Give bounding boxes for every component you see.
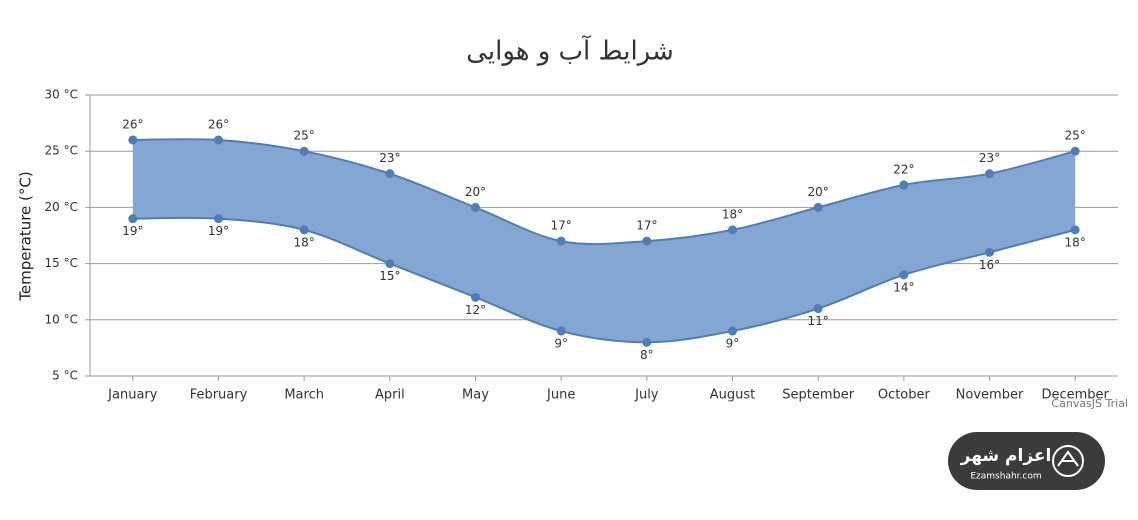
low-marker [385,259,395,269]
high-marker [214,135,223,145]
high-label: 22° [893,162,914,176]
high-marker [899,180,909,190]
low-marker [214,214,223,224]
low-label: 11° [808,314,829,328]
x-tick-label: September [782,388,855,403]
low-label: 9° [726,337,740,351]
high-marker [985,169,994,179]
low-label: 19° [122,224,143,238]
y-axis-title: Temperature (°C) [17,171,35,301]
high-label: 23° [379,151,400,165]
low-marker [128,214,138,224]
high-marker [556,236,566,246]
low-marker [642,337,652,347]
y-tick-label: 25 °C [45,144,78,158]
low-label: 19° [208,224,229,238]
x-tick-label: August [710,388,756,403]
high-marker [728,225,737,235]
x-tick-label: July [634,388,659,403]
y-tick-label: 30 °C [45,88,78,102]
low-marker [813,304,823,314]
high-label: 26° [122,117,143,131]
low-label: 18° [294,235,315,249]
x-tick-label: January [107,388,158,403]
watermark-icon [1052,445,1084,477]
high-label: 26° [208,117,229,131]
x-tick-label: October [878,388,931,403]
high-label: 20° [465,185,486,199]
low-label: 9° [554,337,568,351]
low-label: 12° [465,303,486,317]
watermark-site: Ezamshahr.com [970,472,1041,482]
y-tick-label: 15 °C [45,256,78,270]
low-marker [471,292,480,302]
low-label: 16° [979,258,1000,272]
high-marker [385,169,395,179]
x-tick-label: December [1041,388,1109,403]
high-label: 25° [294,129,315,143]
y-tick-label: 20 °C [45,200,78,214]
low-line [132,216,1076,344]
high-marker [128,135,138,145]
low-label: 15° [379,269,400,283]
x-tick-label: February [190,388,248,403]
low-marker [556,326,566,336]
chart-title: شرایط آب و هوایی [466,35,674,67]
low-marker [728,326,737,336]
x-tick-label: May [462,388,489,403]
x-tick-label: November [956,388,1024,403]
low-label: 14° [893,280,914,294]
high-marker [1070,146,1080,156]
high-line [132,138,1076,246]
high-label: 23° [979,151,1000,165]
x-tick-label: June [546,388,575,403]
low-marker [985,247,994,257]
low-label: 18° [1065,235,1086,249]
high-label: 25° [1065,129,1086,143]
low-label: 8° [640,348,654,362]
y-tick-label: 5 °C [52,369,78,383]
low-marker [299,225,309,235]
high-marker [642,236,652,246]
high-label: 18° [722,207,743,221]
credit: CanvasJS Trial [1051,397,1128,410]
high-marker [813,202,823,212]
high-label: 17° [636,219,657,233]
low-marker [1070,225,1080,235]
x-tick-label: March [284,388,324,403]
watermark: اعزام شهر Ezamshahr.com [948,432,1105,490]
y-tick-label: 10 °C [45,312,78,326]
watermark-icon [1057,450,1079,467]
watermark-title: اعزام شهر [960,446,1052,466]
high-label: 20° [808,185,829,199]
high-label: 17° [551,219,572,233]
high-marker [299,146,309,156]
range-area [132,139,1076,343]
x-tick-label: April [375,388,405,403]
low-marker [899,270,909,280]
high-marker [471,202,480,212]
